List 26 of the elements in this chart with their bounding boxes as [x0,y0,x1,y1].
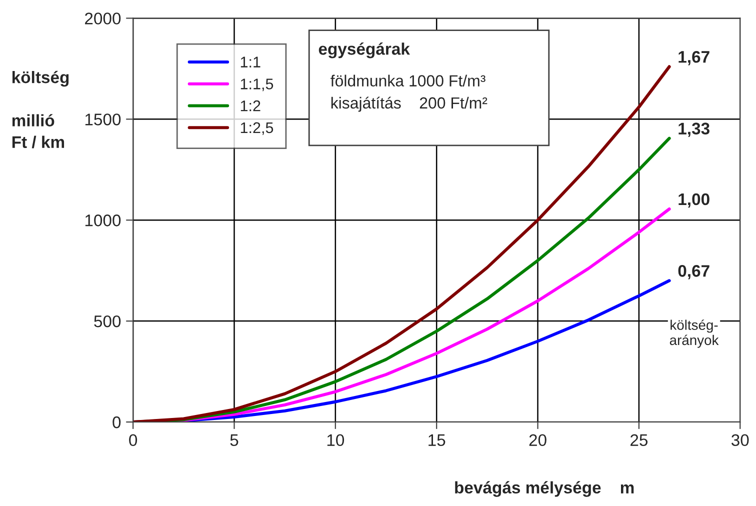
x-tick-label: 30 [731,434,749,446]
y-tick-label: 500 [94,315,121,328]
x-tick-label: 10 [327,434,344,446]
x-tick-label: 25 [630,434,648,446]
y-tick-label: 0 [112,416,121,428]
x-tick-label: 20 [529,434,546,446]
annotation: 0,67 [678,265,710,280]
annotation: földmunka 1000 Ft/m³ [330,74,486,86]
y-tick-label: 2000 [85,12,121,24]
annotation: 1,67 [678,51,710,66]
x-tick-label: 5 [230,434,238,446]
y-tick-label: 1500 [85,114,121,126]
annotation: kisajátítás 200 Ft/m² [331,96,488,112]
x-tick-label: 0 [129,434,138,446]
x-axis-title: bevágás mélysége m [455,481,634,497]
text: költség millió Ft / km [12,70,69,148]
annotation: költség- arányok [670,320,719,348]
y-tick-label: 1000 [85,214,121,226]
legend-label: 1:1 [240,56,260,68]
legend-label: 1:1,5 [240,78,274,92]
x-tick-label: 15 [428,434,446,446]
legend-label: 1:2,5 [240,122,274,135]
annotation: egységárak [318,42,410,58]
annotation: 1,33 [678,122,710,137]
annotation: 1,00 [678,193,710,208]
legend-label: 1:2 [240,100,260,112]
